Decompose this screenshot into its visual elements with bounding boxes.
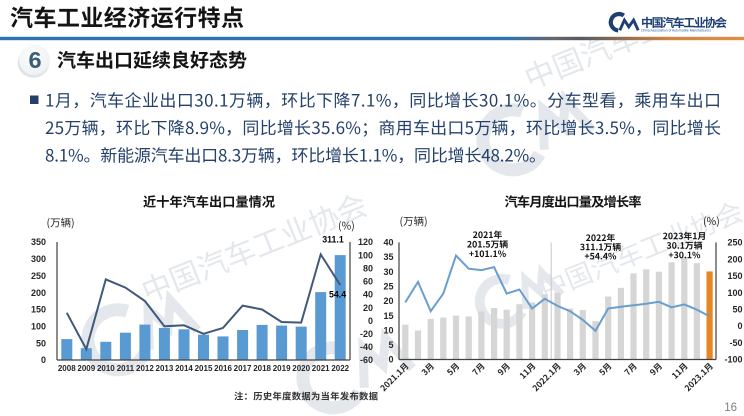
svg-text:40: 40: [383, 238, 393, 248]
svg-text:2019: 2019: [273, 364, 291, 373]
svg-text:250: 250: [727, 238, 742, 248]
svg-text:35: 35: [383, 252, 393, 262]
svg-text:-20: -20: [360, 329, 373, 339]
svg-text:100: 100: [358, 250, 373, 260]
svg-text:25: 25: [383, 282, 393, 292]
svg-text:40: 40: [363, 290, 373, 300]
svg-text:15: 15: [383, 311, 393, 321]
svg-text:-60: -60: [360, 355, 373, 365]
svg-text:6: 6: [28, 47, 41, 73]
svg-text:60: 60: [363, 277, 373, 287]
svg-text:350: 350: [31, 237, 46, 247]
svg-text:150: 150: [727, 271, 742, 281]
svg-text:100: 100: [727, 288, 742, 298]
svg-text:54.4: 54.4: [329, 290, 346, 300]
svg-text:2018: 2018: [253, 364, 271, 373]
svg-text:2016: 2016: [214, 364, 232, 373]
svg-text:100: 100: [31, 321, 46, 331]
svg-text:-40: -40: [360, 342, 373, 352]
svg-text:120: 120: [358, 237, 373, 247]
svg-text:China Association of Automobil: China Association of Automobile Manufact…: [641, 29, 711, 33]
svg-text:5: 5: [388, 340, 393, 350]
svg-text:2017: 2017: [234, 364, 252, 373]
svg-text:2012: 2012: [136, 364, 154, 373]
svg-text:2021: 2021: [312, 364, 330, 373]
svg-text:2010: 2010: [97, 364, 115, 373]
svg-text:80: 80: [363, 263, 373, 273]
svg-text:150: 150: [31, 305, 46, 315]
svg-text:200: 200: [727, 254, 742, 264]
svg-text:311.1: 311.1: [322, 234, 344, 244]
svg-text:2015: 2015: [195, 364, 213, 373]
svg-text:0: 0: [41, 355, 46, 365]
svg-text:2008: 2008: [58, 364, 76, 373]
svg-text:2014: 2014: [175, 364, 193, 373]
svg-text:-50: -50: [729, 338, 742, 348]
svg-text:50: 50: [36, 338, 46, 348]
svg-text:30: 30: [383, 267, 393, 277]
svg-text:250: 250: [31, 271, 46, 281]
svg-text:10: 10: [383, 325, 393, 335]
svg-text:300: 300: [31, 254, 46, 264]
svg-text:20: 20: [383, 296, 393, 306]
svg-text:50: 50: [732, 305, 742, 315]
svg-text:20: 20: [363, 303, 373, 313]
svg-text:200: 200: [31, 288, 46, 298]
svg-text:2013: 2013: [156, 364, 174, 373]
svg-text:2011: 2011: [117, 364, 135, 373]
svg-text:0: 0: [388, 355, 393, 365]
svg-text:2020: 2020: [292, 364, 310, 373]
svg-text:2022: 2022: [331, 364, 349, 373]
svg-text:0: 0: [737, 321, 742, 331]
svg-text:2009: 2009: [77, 364, 95, 373]
svg-text:-100: -100: [724, 355, 742, 365]
svg-text:0: 0: [368, 316, 373, 326]
svg-text:16: 16: [724, 402, 737, 414]
